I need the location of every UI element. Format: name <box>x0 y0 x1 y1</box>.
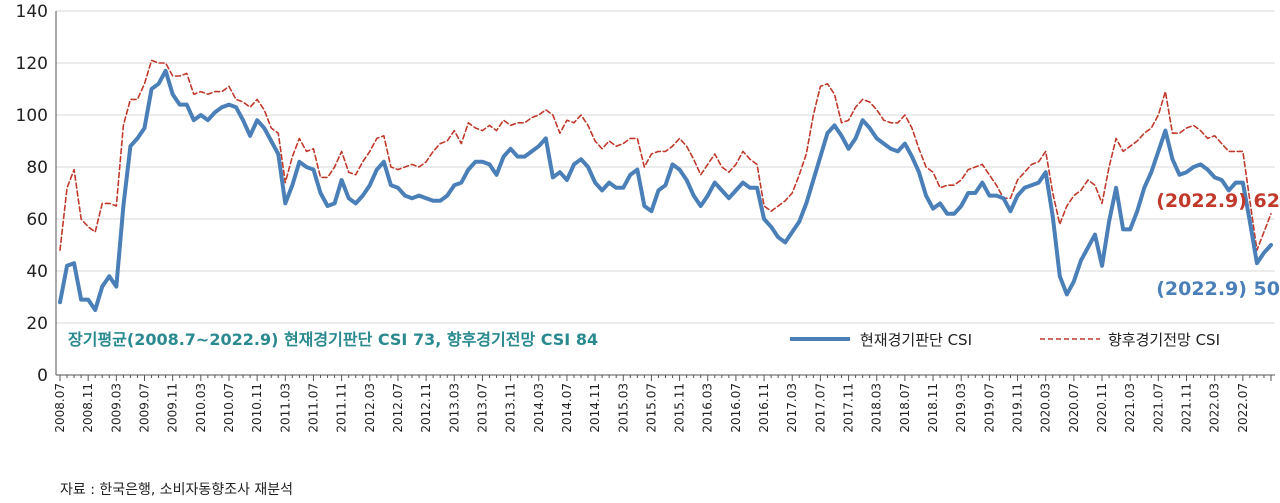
long-term-average-note: 장기평균(2008.7~2022.9) 현재경기판단 CSI 73, 향후경기전… <box>68 330 598 349</box>
x-tick-label: 2008.07 <box>53 383 67 433</box>
x-tick-label: 2012.07 <box>391 383 405 433</box>
x-tick-label: 2013.11 <box>504 383 518 433</box>
x-tick-label: 2020.11 <box>1095 383 1109 433</box>
x-tick-label: 2012.11 <box>419 383 433 433</box>
x-tick-label: 2015.11 <box>673 383 687 433</box>
x-tick-label: 2013.03 <box>447 383 461 433</box>
legend-label-outlook: 향후경기전망 CSI <box>1108 331 1220 349</box>
x-tick-label: 2015.03 <box>616 383 630 433</box>
series-line-current <box>58 68 1273 312</box>
x-tick-label: 2020.03 <box>1039 383 1053 433</box>
x-tick-label: 2018.03 <box>870 383 884 433</box>
x-tick-label: 2010.11 <box>250 383 264 433</box>
y-tick-label: 0 <box>37 366 48 386</box>
y-tick-label: 80 <box>26 158 48 178</box>
y-tick-label: 120 <box>16 54 48 74</box>
gridlines <box>56 10 1275 324</box>
x-tick-label: 2016.07 <box>729 383 743 433</box>
legend: 현재경기판단 CSI 향후경기전망 CSI <box>790 331 1220 349</box>
y-tick-label: 40 <box>26 262 48 282</box>
x-tick-label: 2013.07 <box>475 383 489 433</box>
x-tick-label: 2021.03 <box>1123 383 1137 433</box>
series-line-outlook <box>59 59 1272 251</box>
x-tick-label: 2012.03 <box>363 383 377 433</box>
x-tick-label: 2018.11 <box>926 383 940 433</box>
x-tick-label: 2010.07 <box>222 383 236 433</box>
end-label-current: (2022.9) 50 <box>1156 278 1280 300</box>
y-tick-label: 60 <box>26 210 48 230</box>
x-tick-label: 2020.07 <box>1067 383 1081 433</box>
x-tick-label: 2014.03 <box>532 383 546 433</box>
x-tick-label: 2009.03 <box>109 383 123 433</box>
x-tick-label: 2017.03 <box>785 383 799 433</box>
x-tick-label: 2019.07 <box>982 383 996 433</box>
x-tick-label: 2015.07 <box>644 383 658 433</box>
x-tick-label: 2017.11 <box>842 383 856 433</box>
y-tick-label: 100 <box>16 106 48 126</box>
y-tick-label: 20 <box>26 314 48 334</box>
x-tick-label: 2011.03 <box>278 383 292 433</box>
x-tick-label: 2016.11 <box>757 383 771 433</box>
x-tick-label: 2016.03 <box>701 383 715 433</box>
x-tick-label: 2021.11 <box>1180 383 1194 433</box>
x-tick-label: 2017.07 <box>813 383 827 433</box>
x-tick-label: 2019.03 <box>954 383 968 433</box>
x-tick-label: 2014.11 <box>588 383 602 433</box>
x-axis: 2008.07 2008.11 2009.03 2009.07 2009.11 2010.… <box>53 374 1275 433</box>
x-tick-label: 2011.11 <box>335 383 349 433</box>
x-tick-label: 2010.03 <box>194 383 208 433</box>
x-tick-label: 2009.07 <box>137 383 151 433</box>
x-tick-label: 2022.03 <box>1208 383 1222 433</box>
legend-label-current: 현재경기판단 CSI <box>860 331 972 349</box>
x-tick-label: 2019.11 <box>1011 383 1025 433</box>
x-tick-label: 2021.07 <box>1151 383 1165 433</box>
source-note: 자료 : 한국은행, 소비자동향조사 재분석 <box>60 482 293 498</box>
y-axis: 0 20 40 60 80 100 120 140 <box>16 2 57 386</box>
x-tick-label: 2014.07 <box>560 383 574 433</box>
x-tick-label: 2008.11 <box>81 383 95 433</box>
series-lines <box>58 59 1273 312</box>
x-tick-label: 2011.07 <box>306 383 320 433</box>
x-tick-label: 2022.07 <box>1236 383 1250 433</box>
x-tick-label: 2018.07 <box>898 383 912 433</box>
end-label-outlook: (2022.9) 62 <box>1156 190 1280 212</box>
x-tick-label: 2009.11 <box>166 383 180 433</box>
y-tick-label: 140 <box>16 2 48 22</box>
